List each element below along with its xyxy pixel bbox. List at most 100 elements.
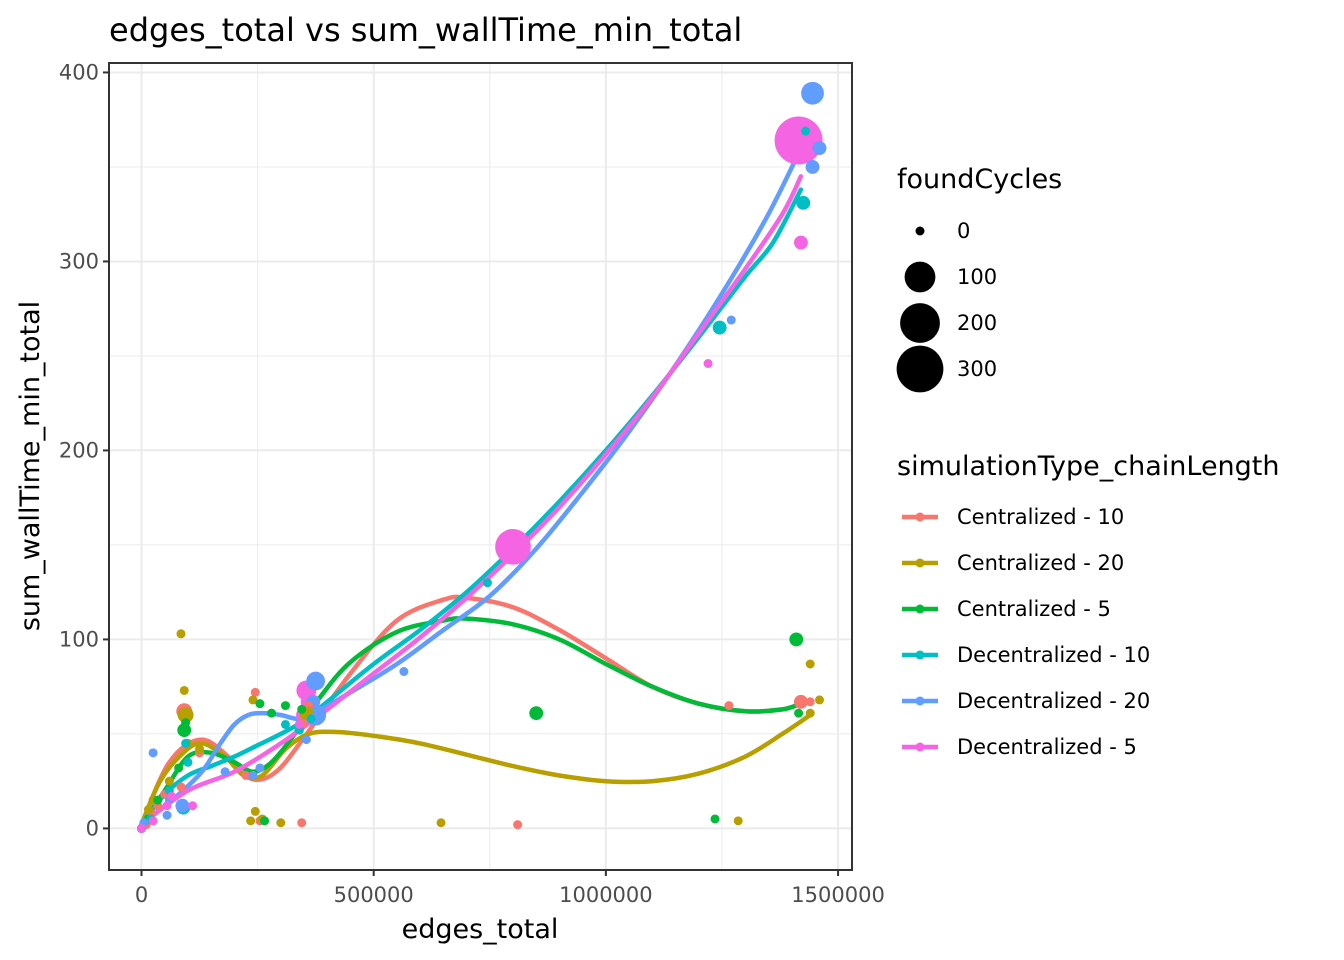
data-point-decentralized-20 bbox=[301, 735, 311, 745]
data-point-centralized-20 bbox=[805, 659, 815, 669]
plot-background bbox=[109, 63, 852, 870]
color-legend-dot bbox=[915, 512, 925, 522]
size-legend-key bbox=[904, 261, 936, 293]
size-legend-label: 300 bbox=[957, 357, 997, 381]
data-point-centralized-10 bbox=[805, 697, 815, 707]
data-point-centralized-20 bbox=[246, 816, 256, 826]
data-point-centralized-20 bbox=[814, 695, 824, 705]
data-point-decentralized-5 bbox=[774, 116, 823, 165]
data-point-decentralized-20 bbox=[162, 810, 172, 820]
data-point-centralized-20 bbox=[276, 818, 286, 828]
data-point-decentralized-20 bbox=[726, 315, 736, 325]
color-legend-dot bbox=[915, 696, 925, 706]
smooth-curve-centralized-5 bbox=[139, 616, 804, 827]
data-point-centralized-10 bbox=[250, 687, 260, 697]
color-legend-label: Centralized - 20 bbox=[957, 551, 1124, 575]
data-point-centralized-5 bbox=[710, 814, 720, 824]
data-point-centralized-5 bbox=[297, 704, 307, 714]
data-point-decentralized-20 bbox=[399, 667, 409, 677]
color-legend-dot bbox=[915, 604, 925, 614]
data-point-centralized-5 bbox=[260, 816, 270, 826]
color-legend-entries: Centralized - 10 Centralized - 20 Centrali… bbox=[902, 505, 1150, 759]
data-point-centralized-10 bbox=[241, 771, 251, 781]
size-legend-key bbox=[915, 226, 925, 236]
data-point-decentralized-5 bbox=[137, 823, 147, 833]
data-point-centralized-20 bbox=[179, 685, 189, 695]
data-point-decentralized-20 bbox=[220, 767, 230, 777]
data-point-centralized-20 bbox=[143, 805, 153, 815]
size-legend: foundCycles 0 100 200 300 bbox=[896, 164, 1062, 393]
data-point-centralized-5 bbox=[789, 632, 804, 647]
size-legend-key bbox=[896, 345, 944, 393]
data-point-centralized-20 bbox=[436, 818, 446, 828]
chart-title: edges_total vs sum_wallTime_min_total bbox=[109, 11, 742, 49]
x-tick-label: 0 bbox=[135, 883, 148, 907]
data-point-centralized-5 bbox=[181, 718, 191, 728]
x-tick-label: 1000000 bbox=[559, 883, 653, 907]
data-point-decentralized-20 bbox=[248, 771, 258, 781]
data-point-decentralized-20 bbox=[306, 671, 326, 691]
data-point-decentralized-5 bbox=[495, 528, 531, 565]
data-point-centralized-10 bbox=[297, 818, 307, 828]
smooth-curve-centralized-20 bbox=[139, 712, 813, 827]
y-axis: 0 100 200 300 400 bbox=[59, 60, 109, 840]
color-legend-label: Centralized - 5 bbox=[957, 597, 1111, 621]
size-legend-entries: 0 100 200 300 bbox=[896, 219, 997, 393]
data-point-decentralized-10 bbox=[482, 578, 492, 588]
data-point-centralized-5 bbox=[529, 706, 544, 721]
data-point-centralized-5 bbox=[794, 708, 804, 718]
data-point-decentralized-5 bbox=[148, 816, 158, 826]
grid bbox=[109, 63, 852, 870]
data-point-centralized-5 bbox=[267, 708, 277, 718]
data-point-centralized-20 bbox=[248, 695, 258, 705]
data-point-decentralized-5 bbox=[167, 791, 177, 801]
data-point-centralized-5 bbox=[255, 699, 265, 709]
data-point-centralized-20 bbox=[164, 776, 174, 786]
data-point-decentralized-10 bbox=[796, 195, 811, 210]
data-point-decentralized-20 bbox=[812, 141, 827, 155]
data-point-decentralized-10 bbox=[801, 126, 811, 136]
data-point-decentralized-10 bbox=[712, 320, 727, 335]
data-point-centralized-20 bbox=[250, 806, 260, 816]
y-axis-label: sum_wallTime_min_total bbox=[15, 301, 46, 631]
x-axis-label: edges_total bbox=[402, 914, 559, 945]
size-legend-title: foundCycles bbox=[897, 164, 1062, 195]
y-tick-label: 300 bbox=[59, 249, 99, 273]
y-tick-label: 0 bbox=[86, 816, 99, 840]
data-point-decentralized-10 bbox=[183, 757, 193, 767]
color-legend-dot bbox=[915, 650, 925, 660]
data-point-centralized-5 bbox=[153, 795, 163, 805]
y-tick-label: 400 bbox=[59, 60, 99, 84]
data-point-centralized-5 bbox=[174, 763, 184, 773]
data-point-centralized-20 bbox=[304, 706, 314, 716]
plot-border bbox=[108, 62, 853, 871]
data-point-decentralized-20 bbox=[805, 160, 820, 174]
data-point-centralized-10 bbox=[176, 782, 186, 792]
data-point-centralized-10 bbox=[793, 694, 808, 709]
data-point-centralized-20 bbox=[195, 744, 205, 754]
data-point-decentralized-10 bbox=[280, 719, 290, 729]
x-tick-label: 500000 bbox=[334, 883, 414, 907]
color-legend-dot bbox=[915, 742, 925, 752]
data-point-decentralized-20 bbox=[801, 81, 824, 105]
data-point-decentralized-20 bbox=[175, 798, 190, 813]
data-point-centralized-20 bbox=[176, 629, 186, 639]
data-point-decentralized-10 bbox=[306, 714, 316, 724]
plot-panel bbox=[108, 62, 853, 871]
data-point-decentralized-20 bbox=[148, 748, 158, 758]
color-legend: simulationType_chainLength Centralized -… bbox=[897, 451, 1280, 759]
size-legend-label: 100 bbox=[957, 265, 997, 289]
data-point-decentralized-5 bbox=[793, 235, 808, 250]
data-point-centralized-20 bbox=[733, 816, 743, 826]
color-legend-title: simulationType_chainLength bbox=[897, 451, 1280, 482]
data-point-centralized-10 bbox=[724, 701, 734, 711]
size-legend-label: 200 bbox=[957, 311, 997, 335]
data-point-decentralized-5 bbox=[294, 719, 304, 729]
color-legend-label: Decentralized - 5 bbox=[957, 735, 1137, 759]
data-point-decentralized-10 bbox=[181, 738, 191, 748]
data-point-centralized-10 bbox=[513, 820, 523, 830]
x-axis: 0 500000 1000000 1500000 bbox=[135, 870, 885, 907]
y-tick-label: 100 bbox=[59, 627, 99, 651]
data-point-decentralized-5 bbox=[703, 358, 713, 368]
